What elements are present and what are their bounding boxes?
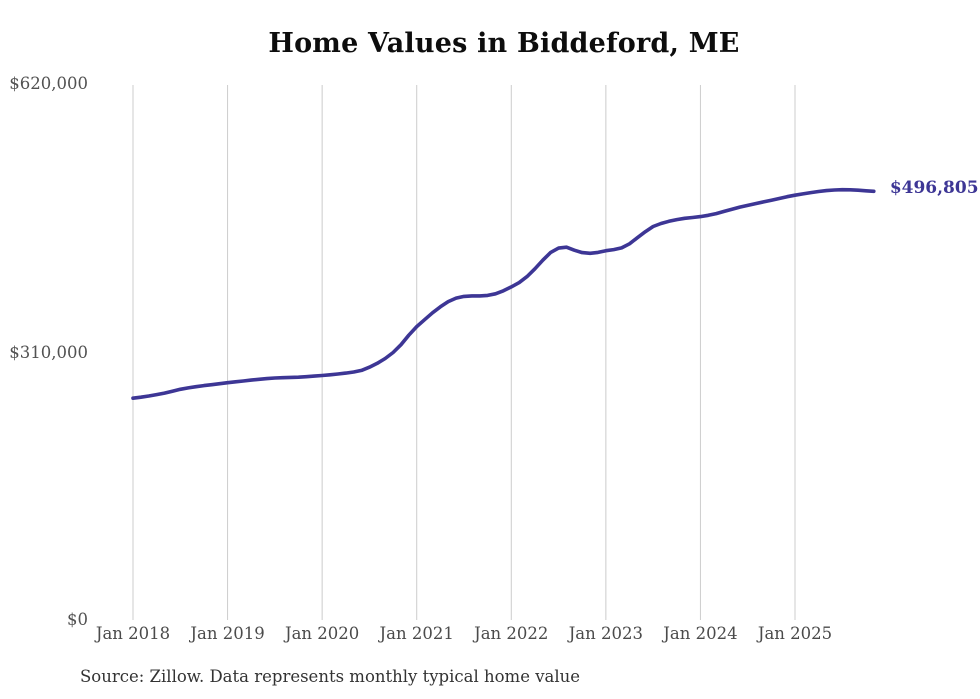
source-note: Source: Zillow. Data represents monthly …	[80, 667, 581, 686]
x-axis-tick-jan-2023: Jan 2023	[568, 624, 644, 643]
x-axis-tick-jan-2021: Jan 2021	[379, 624, 454, 643]
value-line	[131, 187, 876, 400]
x-axis-tick-jan-2018: Jan 2018	[95, 624, 171, 643]
x-axis-tick-jan-2022: Jan 2022	[474, 624, 549, 643]
y-axis-tick-zero: $0	[67, 610, 88, 629]
x-axis-tick-jan-2024: Jan 2024	[663, 624, 738, 643]
x-axis-tick-jan-2025: Jan 2025	[757, 624, 833, 643]
x-axis-tick-jan-2019: Jan 2019	[190, 624, 265, 643]
line-end-value-label: $496,805	[889, 178, 979, 199]
y-axis-tick-top: $620,000	[9, 74, 88, 93]
x-axis-tick-jan-2020: Jan 2020	[284, 624, 360, 643]
chart-title: Home Values in Biddeford, ME	[268, 28, 740, 59]
y-axis-tick-middle: $310,000	[9, 343, 88, 362]
